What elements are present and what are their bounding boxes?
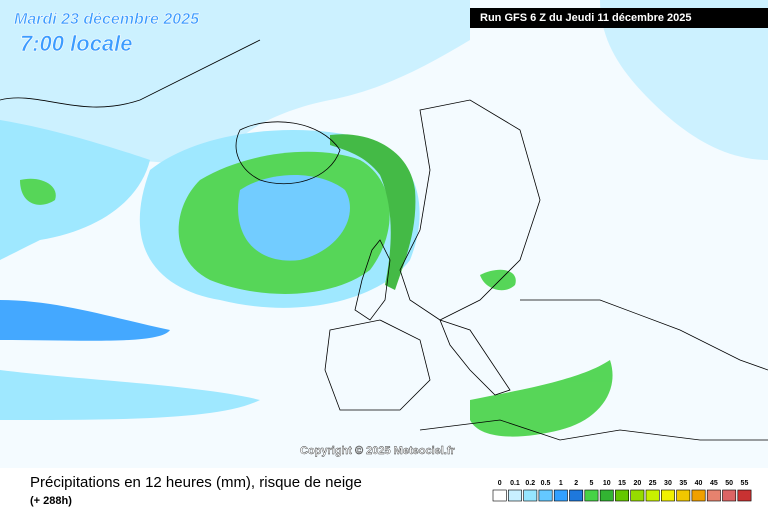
- legend-label: 55: [741, 480, 749, 487]
- legend-label: 25: [649, 480, 657, 487]
- legend-swatch: [569, 489, 584, 502]
- legend-label: 0.2: [525, 480, 535, 487]
- legend-label: 20: [633, 480, 641, 487]
- legend-label: 35: [679, 480, 687, 487]
- legend-swatch: [553, 489, 568, 502]
- legend-label: 30: [664, 480, 672, 487]
- run-banner: [470, 8, 768, 28]
- legend-label: 1: [559, 480, 563, 487]
- copyright: Copyright © 2025 Meteociel.fr: [300, 445, 456, 457]
- legend: 0 0.1 0.2 0.5 1 2 5 10 15 20 25 30 35 40 45 50 55: [492, 480, 752, 502]
- footer-title: Précipitations en 12 heures (mm), risque…: [30, 474, 362, 491]
- legend-swatch: [706, 489, 721, 502]
- legend-label: 0.1: [510, 480, 520, 487]
- legend-label: 40: [695, 480, 703, 487]
- legend-swatch: [722, 489, 737, 502]
- lead-time: (+ 288h): [30, 495, 72, 507]
- legend-swatch: [676, 489, 691, 502]
- coastlines: [0, 39, 768, 441]
- legend-swatch: [492, 489, 507, 502]
- legend-swatch: [507, 489, 522, 502]
- legend-swatch: [584, 489, 599, 502]
- forecast-date: Mardi 23 décembre 2025: [14, 11, 200, 28]
- legend-label: 45: [710, 480, 718, 487]
- legend-label: 5: [589, 480, 593, 487]
- legend-swatch: [737, 489, 752, 502]
- legend-label: 0: [498, 480, 502, 487]
- legend-label: 15: [618, 480, 626, 487]
- legend-swatch: [615, 489, 630, 502]
- legend-label: 2: [574, 480, 578, 487]
- legend-swatch: [599, 489, 614, 502]
- legend-swatch: [630, 489, 645, 502]
- legend-swatch: [538, 489, 553, 502]
- legend-swatch: [645, 489, 660, 502]
- legend-label: 10: [603, 480, 611, 487]
- precipitation-areas: [0, 0, 768, 437]
- forecast-time: 7:00 locale: [20, 31, 133, 56]
- legend-swatch: [691, 489, 706, 502]
- legend-swatch: [523, 489, 538, 502]
- run-info: Run GFS 6 Z du Jeudi 11 décembre 2025: [480, 12, 692, 24]
- legend-swatch: [660, 489, 675, 502]
- legend-label: 0.5: [541, 480, 551, 487]
- legend-label: 50: [725, 480, 733, 487]
